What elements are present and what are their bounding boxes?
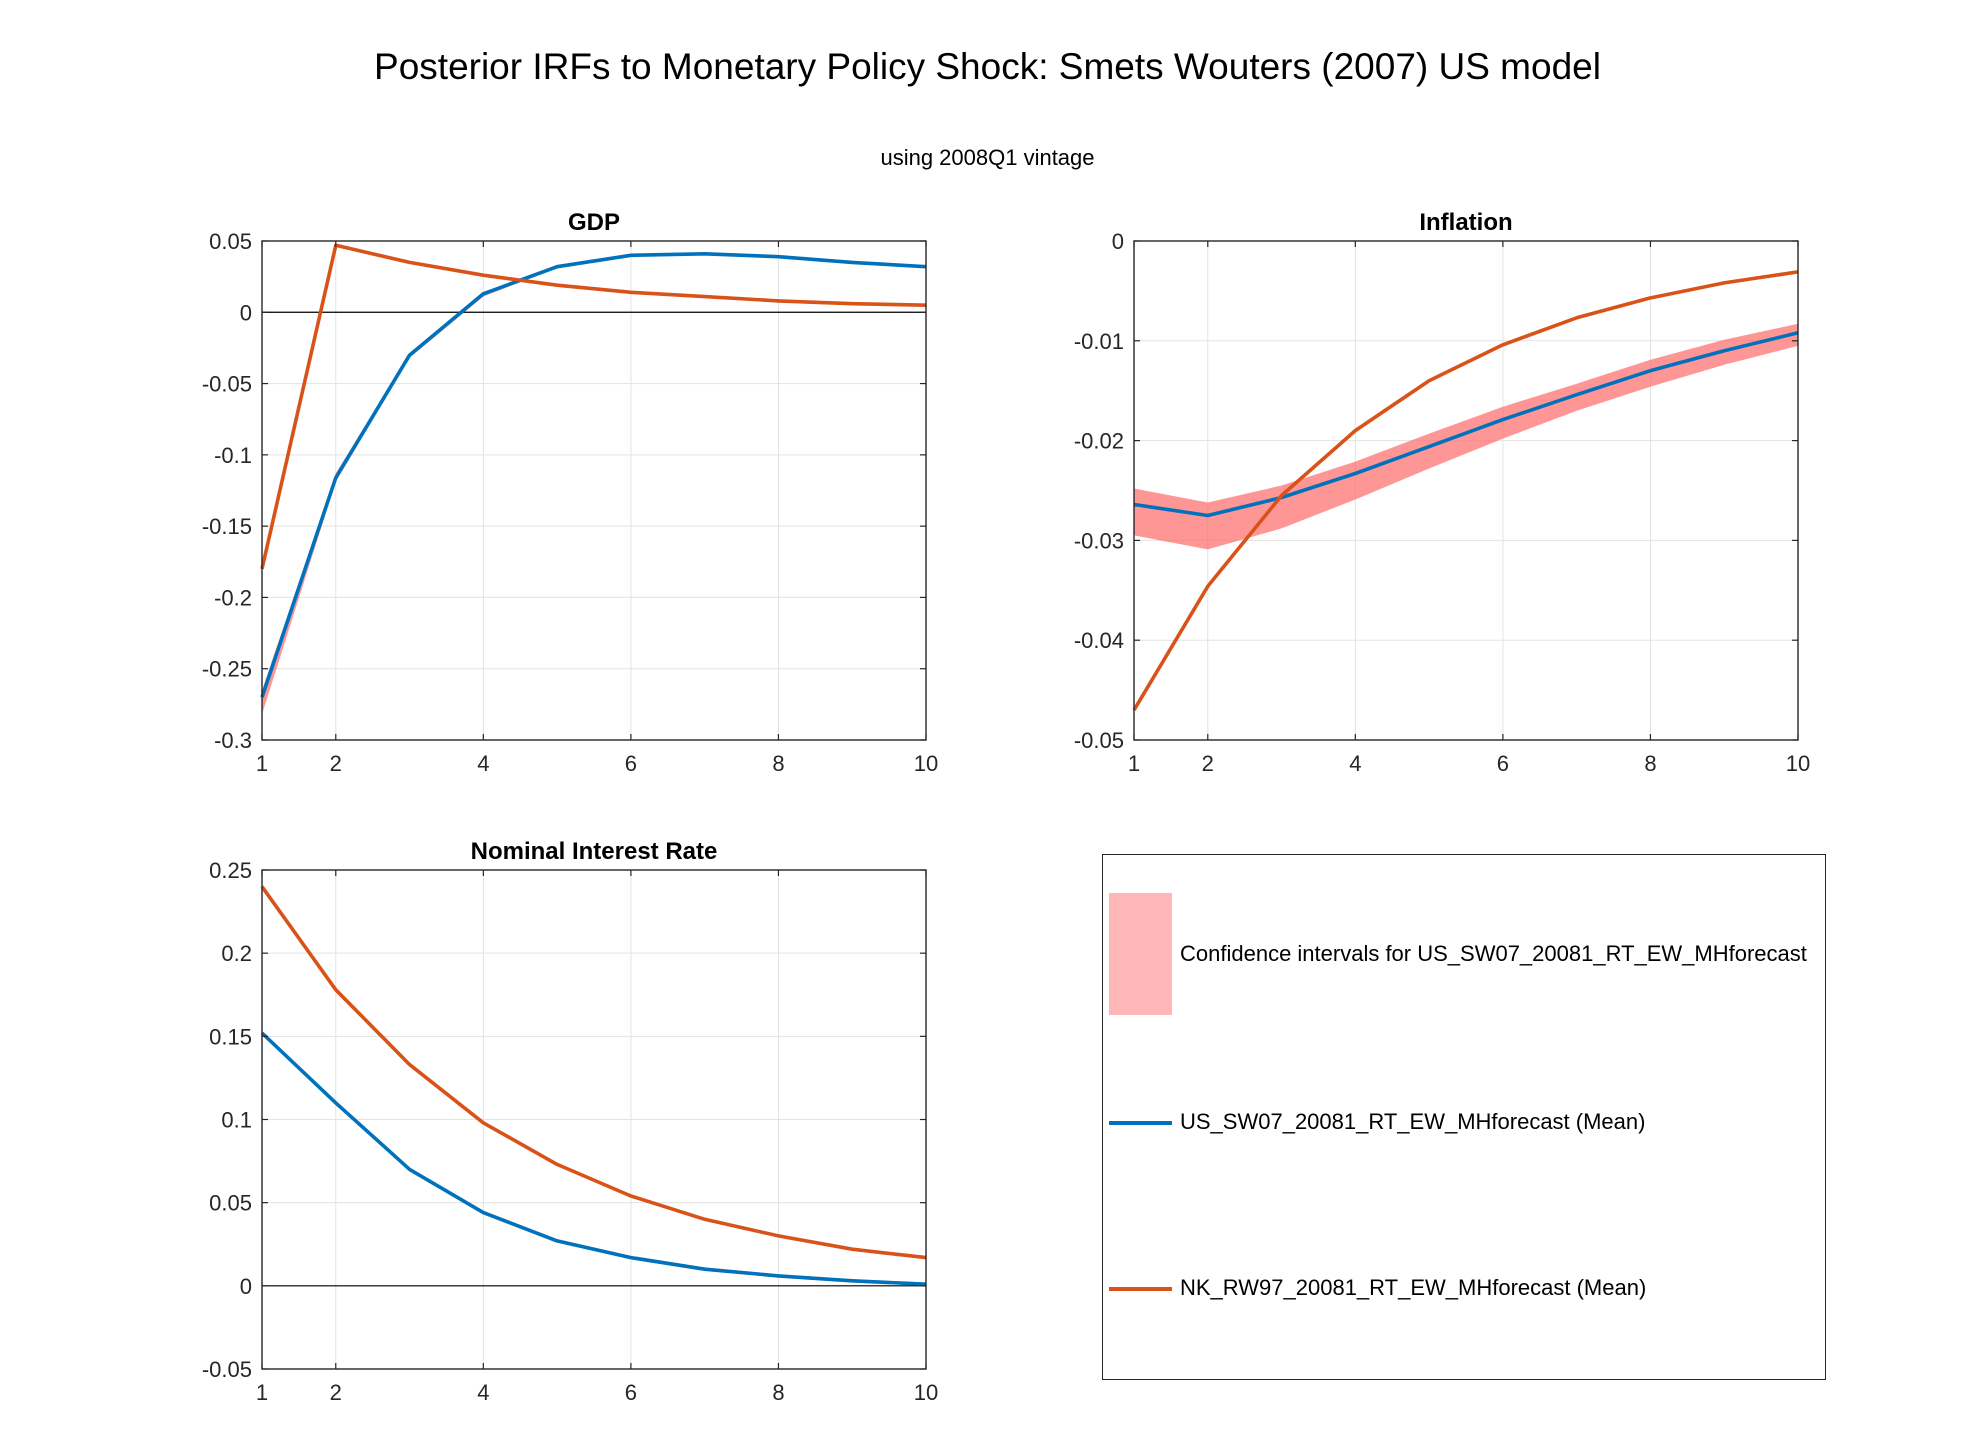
chart-title: Nominal Interest Rate (471, 838, 718, 865)
chart-title: Inflation (1419, 209, 1512, 236)
y-tick-label: 0.2 (221, 941, 252, 966)
x-tick-label: 4 (477, 751, 489, 776)
y-tick-label: -0.05 (202, 1357, 252, 1382)
chart-title: GDP (568, 209, 620, 236)
x-tick-label: 1 (256, 751, 268, 776)
axes-box (1133, 240, 1799, 741)
y-tick-label: 0 (240, 1274, 252, 1299)
x-tick-label: 1 (1128, 751, 1140, 776)
x-tick-label: 8 (772, 1380, 784, 1405)
x-tick-label: 4 (477, 1380, 489, 1405)
series-line-blue (260, 1031, 927, 1286)
y-tick-label: -0.02 (1074, 429, 1124, 454)
axes-box (261, 240, 927, 741)
y-tick-label: -0.05 (202, 372, 252, 397)
y-tick-label: 0.05 (209, 1191, 252, 1216)
y-tick-label: -0.2 (214, 585, 252, 610)
x-tick-label: 2 (330, 751, 342, 776)
y-tick-label: 0 (1112, 229, 1124, 254)
y-tick-label: -0.3 (214, 728, 252, 753)
plot-area (1134, 241, 1798, 740)
x-tick-label: 10 (1786, 751, 1810, 776)
chart-2: 1 2 4 6 8 10 0.25 0.2 0.15 0.1 0.05 0 -0.05 Nominal I… (202, 838, 938, 1405)
series-line-orange (260, 243, 927, 570)
y-tick-label: -0.25 (202, 657, 252, 682)
legend-blue-label: US_SW07_20081_RT_EW_MHforecast (Mean) (1180, 1109, 1646, 1134)
y-tick-label: -0.03 (1074, 528, 1124, 553)
y-tick-label: 0.1 (221, 1108, 252, 1133)
figure-subtitle: using 2008Q1 vintage (880, 145, 1095, 170)
figure-title: Posterior IRFs to Monetary Policy Shock:… (374, 46, 1601, 87)
y-tick-label: 0.25 (209, 858, 252, 883)
chart-0: 1 2 4 6 8 10 0.05 0 -0.05 -0.1 -0.15 -0.2 -0.25 -0.3 G… (202, 209, 938, 776)
series-line-blue (1133, 331, 1799, 518)
x-tick-label: 4 (1349, 751, 1361, 776)
legend-band-swatch (1109, 893, 1172, 1015)
y-tick-label: -0.15 (202, 514, 252, 539)
legend-orange-line (1109, 1287, 1172, 1291)
x-tick-label: 6 (1497, 751, 1509, 776)
legend-band-label: Confidence intervals for US_SW07_20081_R… (1180, 941, 1807, 966)
y-tick-label: 0 (240, 300, 252, 325)
x-tick-label: 6 (625, 1380, 637, 1405)
x-tick-label: 10 (914, 1380, 938, 1405)
series-line-orange (260, 885, 927, 1260)
x-tick-label: 8 (1644, 751, 1656, 776)
x-tick-label: 2 (1202, 751, 1214, 776)
y-tick-label: 0.15 (209, 1024, 252, 1049)
y-tick-label: -0.1 (214, 443, 252, 468)
series-line-orange (1132, 270, 1799, 712)
x-tick-label: 6 (625, 751, 637, 776)
series-line-blue (260, 252, 927, 698)
x-tick-label: 8 (772, 751, 784, 776)
y-tick-label: 0.05 (209, 229, 252, 254)
legend: Confidence intervals for US_SW07_20081_R… (1102, 854, 1826, 1380)
x-tick-label: 2 (330, 1380, 342, 1405)
x-tick-label: 1 (256, 1380, 268, 1405)
plot-area (262, 241, 926, 740)
legend-blue-line (1109, 1121, 1172, 1125)
x-tick-label: 10 (914, 751, 938, 776)
y-tick-label: -0.05 (1074, 728, 1124, 753)
chart-1: 1 2 4 6 8 10 0 -0.01 -0.02 -0.03 -0.04 -0.05 Inflati… (1074, 209, 1810, 776)
y-tick-label: -0.04 (1074, 628, 1124, 653)
legend-orange-label: NK_RW97_20081_RT_EW_MHforecast (Mean) (1180, 1275, 1647, 1300)
y-tick-label: -0.01 (1074, 329, 1124, 354)
